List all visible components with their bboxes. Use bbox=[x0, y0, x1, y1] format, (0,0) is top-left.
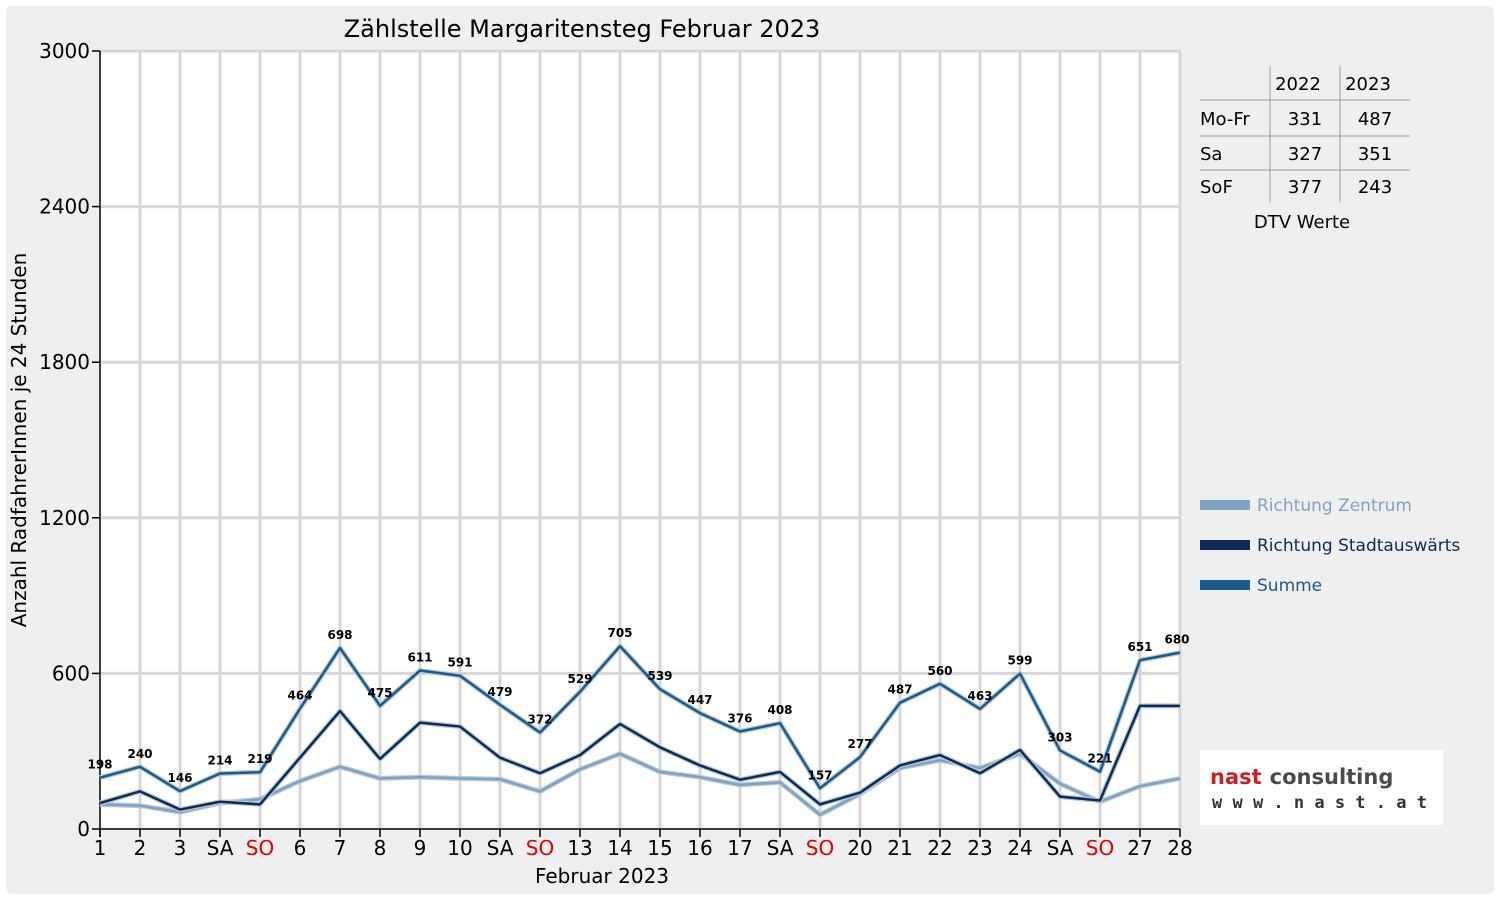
x-tick-label: 8 bbox=[374, 836, 387, 860]
x-tick-label: SA bbox=[767, 836, 794, 860]
data-label: 372 bbox=[527, 713, 552, 727]
legend-swatch-stadtauswaerts bbox=[1200, 540, 1250, 550]
x-tick-label: SO bbox=[246, 836, 274, 860]
series-line-summe bbox=[99, 644, 1181, 793]
legend-label-stadtauswaerts: Richtung Stadtauswärts bbox=[1257, 536, 1460, 556]
plot-area bbox=[100, 51, 1180, 829]
data-label: 447 bbox=[687, 693, 712, 707]
x-tick-label: 22 bbox=[927, 836, 952, 860]
dtv-table: 2022 2023 Mo-Fr 331 487 Sa 327 351 SoF 3… bbox=[1200, 66, 1410, 233]
x-tick-label: 16 bbox=[687, 836, 712, 860]
data-label: 529 bbox=[567, 672, 592, 686]
table-cell: 327 bbox=[1288, 144, 1322, 165]
nast-consulting-logo: nast consulting w w w . n a s t . a t bbox=[1200, 750, 1443, 825]
legend: Richtung Zentrum Richtung Stadtauswärts … bbox=[1200, 496, 1460, 596]
data-label: 560 bbox=[927, 664, 952, 678]
data-label: 303 bbox=[1047, 730, 1072, 744]
x-tick-label: 1 bbox=[94, 836, 107, 860]
table-cell: 331 bbox=[1288, 109, 1322, 130]
y-tick-label: 1200 bbox=[39, 506, 90, 530]
x-tick-label: 14 bbox=[607, 836, 632, 860]
x-tick-label: 28 bbox=[1167, 836, 1192, 860]
x-tick-labels: 1 2 3 SA SO 6 7 8 9 10 SA SO 13 14 15 16 17 SA SO 20 21 22 23 2… bbox=[94, 829, 1193, 860]
table-row-label: SoF bbox=[1200, 177, 1233, 198]
data-label: 408 bbox=[767, 703, 792, 717]
data-label: 611 bbox=[407, 651, 432, 665]
data-label: 698 bbox=[327, 628, 352, 642]
x-tick-label: 17 bbox=[727, 836, 752, 860]
x-tick-label: SO bbox=[526, 836, 554, 860]
table-header-2022: 2022 bbox=[1275, 74, 1321, 95]
x-axis-label: Februar 2023 bbox=[535, 864, 669, 888]
legend-label-zentrum: Richtung Zentrum bbox=[1257, 496, 1412, 516]
x-tick-label: 9 bbox=[414, 836, 427, 860]
x-tick-label: 3 bbox=[174, 836, 187, 860]
grid bbox=[100, 49, 1182, 829]
data-label: 487 bbox=[887, 683, 912, 697]
data-labels: 198 240 146 214 219 464 698 475 611 591 479 372 529 7… bbox=[87, 626, 1189, 785]
table-caption: DTV Werte bbox=[1254, 212, 1350, 233]
data-label: 146 bbox=[167, 771, 192, 785]
table-header-2023: 2023 bbox=[1345, 74, 1391, 95]
table-row-label: Mo-Fr bbox=[1200, 109, 1250, 130]
y-tick-label: 600 bbox=[52, 661, 90, 685]
y-axis-label: Anzahl RadfahrerInnen je 24 Stunden bbox=[7, 253, 31, 628]
data-label: 599 bbox=[1007, 654, 1032, 668]
x-tick-label: 21 bbox=[887, 836, 912, 860]
data-label: 219 bbox=[247, 752, 272, 766]
x-tick-label: 13 bbox=[567, 836, 592, 860]
data-label: 475 bbox=[367, 686, 392, 700]
axes bbox=[99, 51, 1180, 837]
data-label: 240 bbox=[127, 747, 152, 761]
y-tick-label: 3000 bbox=[39, 39, 90, 63]
data-label: 680 bbox=[1164, 633, 1189, 647]
series-lines bbox=[99, 643, 1181, 818]
table-cell: 377 bbox=[1288, 177, 1322, 198]
chart-title: Zählstelle Margaritensteg Februar 2023 bbox=[344, 15, 821, 43]
x-tick-label: 15 bbox=[647, 836, 672, 860]
data-label: 376 bbox=[727, 711, 752, 725]
data-label: 277 bbox=[847, 737, 872, 751]
data-label: 651 bbox=[1127, 640, 1152, 654]
data-label: 705 bbox=[607, 626, 632, 640]
legend-label-summe: Summe bbox=[1257, 576, 1322, 596]
x-tick-label: SO bbox=[1086, 836, 1114, 860]
table-cell: 243 bbox=[1358, 177, 1392, 198]
x-tick-label: 2 bbox=[134, 836, 147, 860]
table-cell: 351 bbox=[1358, 144, 1392, 165]
data-label: 464 bbox=[287, 689, 312, 703]
legend-swatch-summe bbox=[1200, 580, 1250, 590]
x-tick-label: 24 bbox=[1007, 836, 1032, 860]
logo-box bbox=[1200, 750, 1443, 825]
legend-swatch-zentrum bbox=[1200, 500, 1250, 510]
data-label: 214 bbox=[207, 754, 232, 768]
data-label: 157 bbox=[807, 768, 832, 782]
data-label: 591 bbox=[447, 656, 472, 670]
y-tick-label: 2400 bbox=[39, 195, 90, 219]
x-tick-label: SA bbox=[1047, 836, 1074, 860]
data-label: 463 bbox=[967, 689, 992, 703]
data-label: 198 bbox=[87, 758, 112, 772]
series-line-stadtauswaerts bbox=[99, 704, 1180, 811]
x-tick-label: 7 bbox=[334, 836, 347, 860]
y-tick-labels: 0 600 1200 1800 2400 3000 bbox=[39, 39, 100, 841]
y-tick-label: 0 bbox=[77, 817, 90, 841]
logo-url: w w w . n a s t . a t bbox=[1212, 793, 1427, 813]
data-label: 221 bbox=[1087, 752, 1112, 766]
x-tick-label: SO bbox=[806, 836, 834, 860]
logo-brand: nast consulting bbox=[1210, 765, 1393, 789]
x-tick-label: 10 bbox=[447, 836, 472, 860]
y-tick-label: 1800 bbox=[39, 350, 90, 374]
data-label: 479 bbox=[487, 685, 512, 699]
x-tick-label: 6 bbox=[294, 836, 307, 860]
table-row-label: Sa bbox=[1200, 144, 1222, 165]
x-tick-label: SA bbox=[487, 836, 514, 860]
table-cell: 487 bbox=[1358, 109, 1392, 130]
x-tick-label: 20 bbox=[847, 836, 872, 860]
data-label: 539 bbox=[647, 669, 672, 683]
x-tick-label: 23 bbox=[967, 836, 992, 860]
x-tick-label: 27 bbox=[1127, 836, 1152, 860]
x-tick-label: SA bbox=[207, 836, 234, 860]
